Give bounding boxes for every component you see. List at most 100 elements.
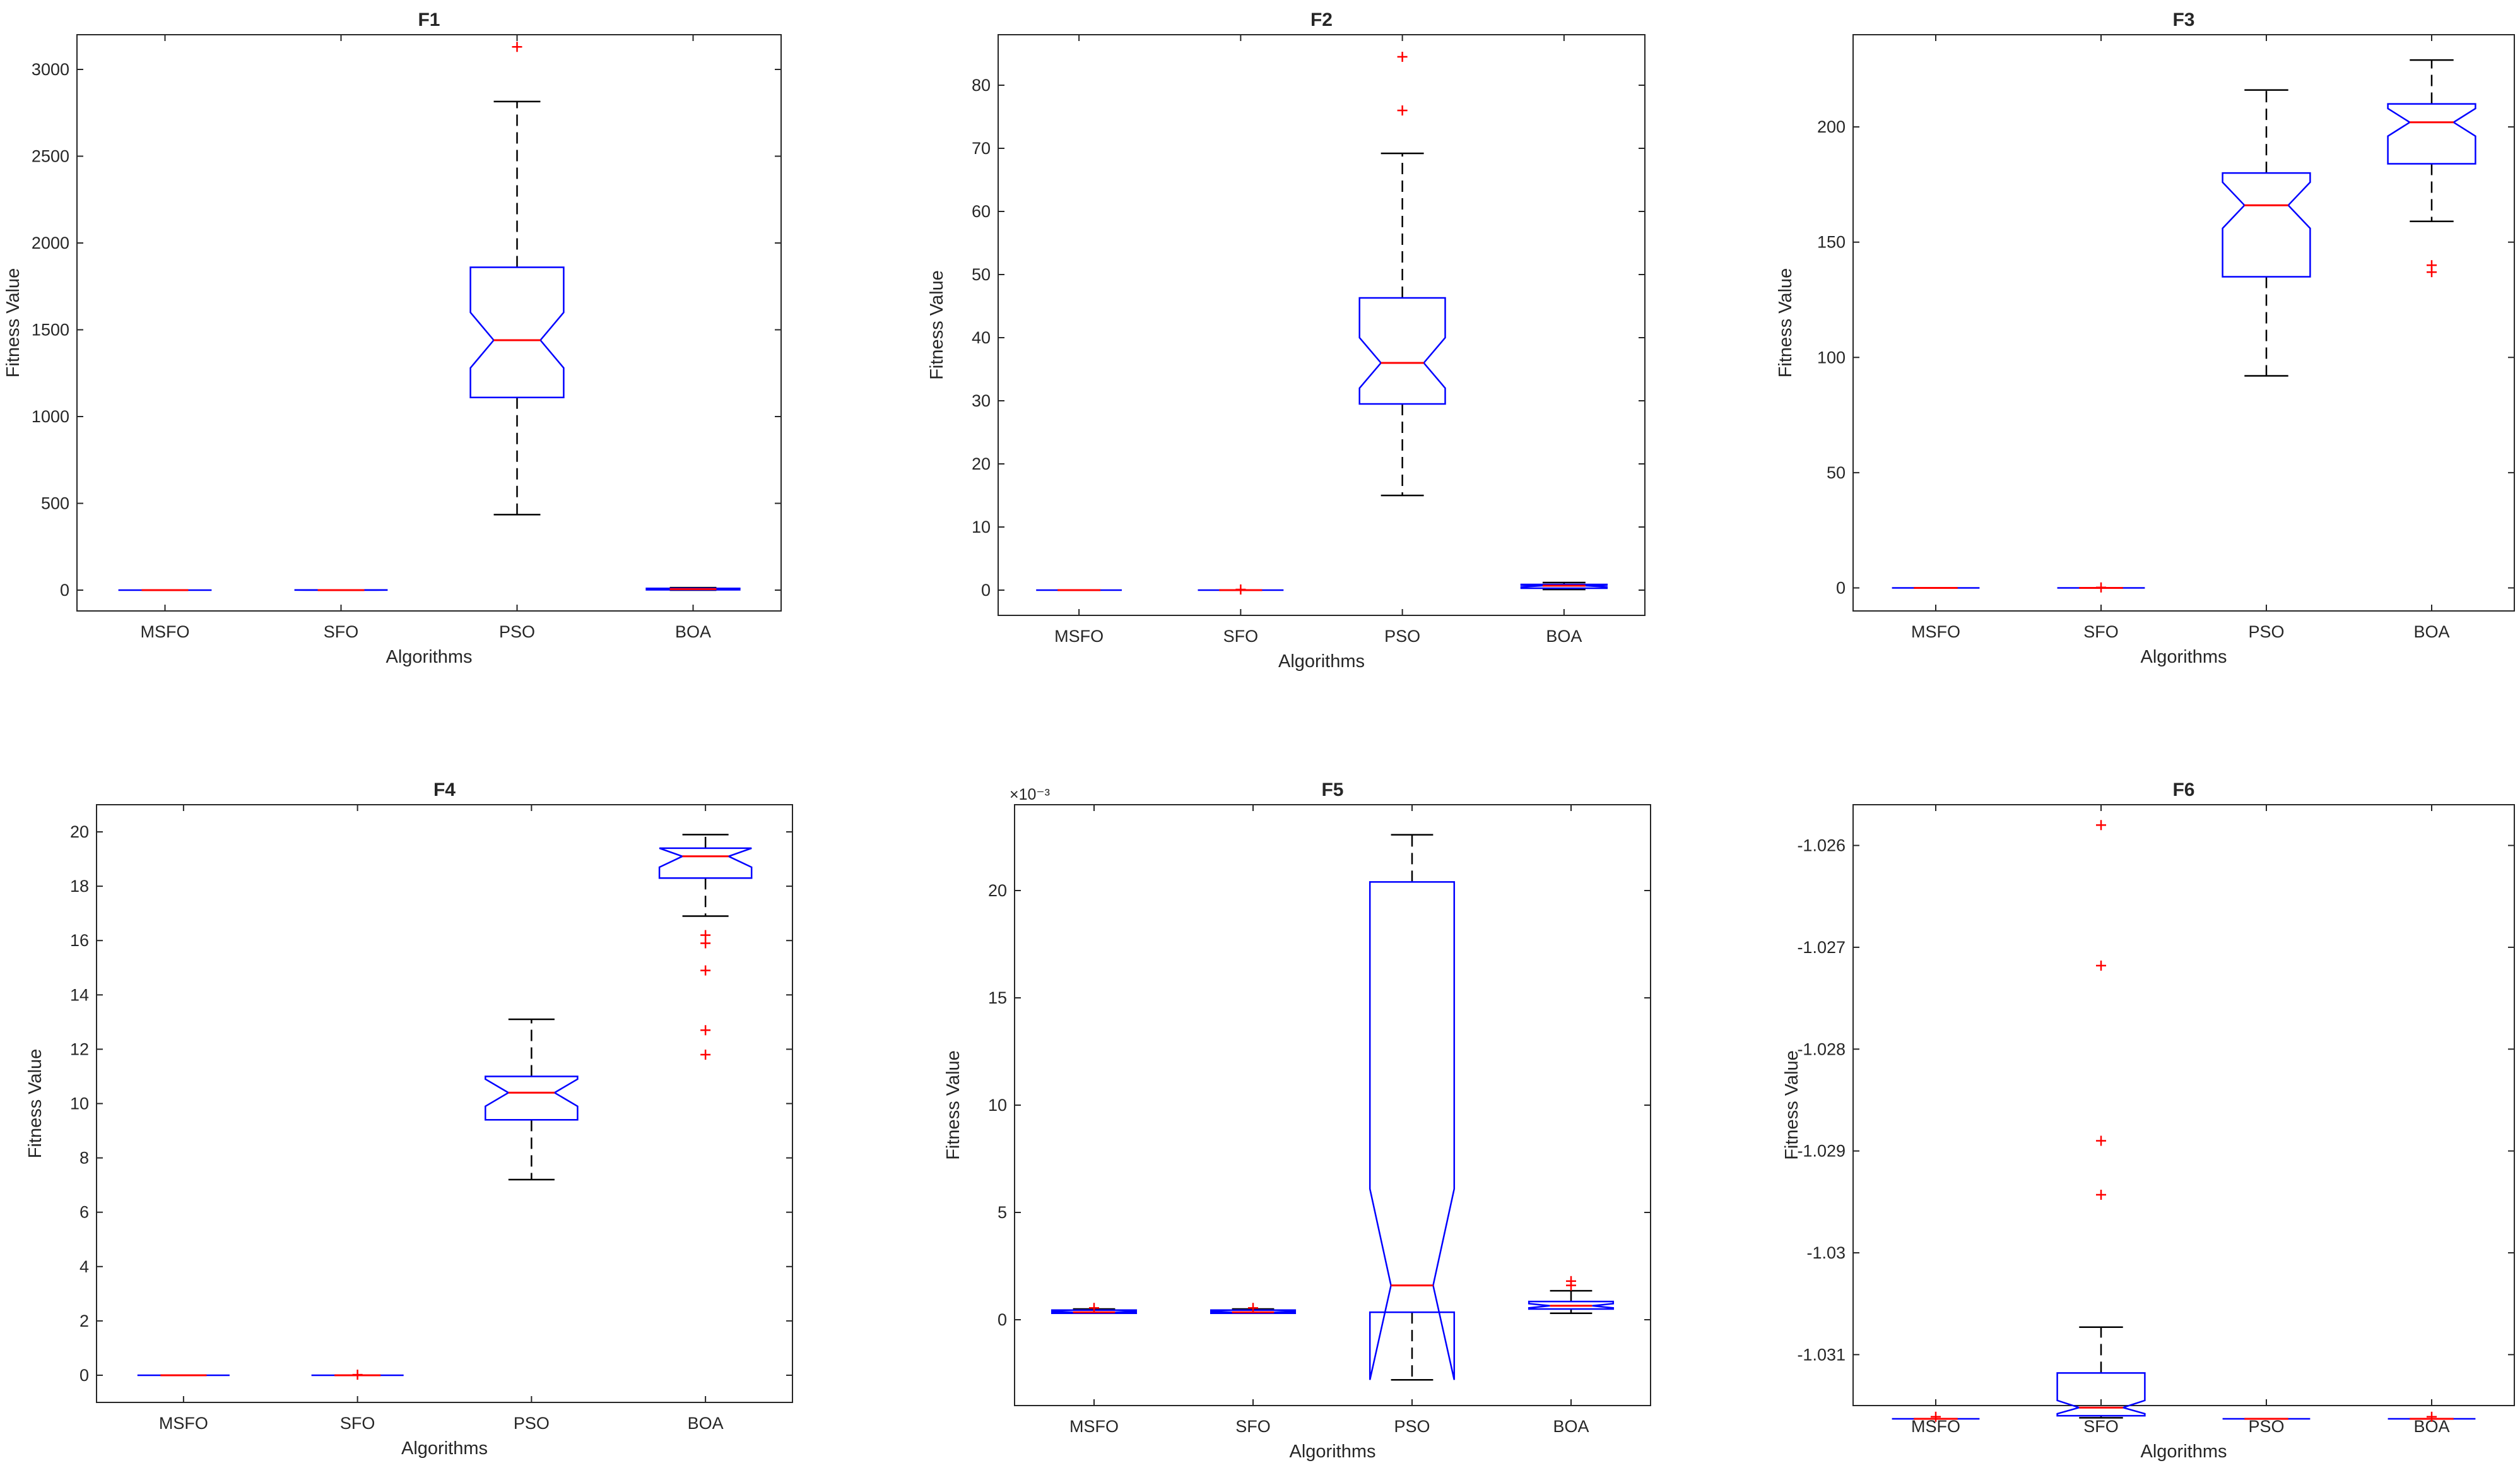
x-tick-label-msfo: MSFO <box>1911 622 1960 641</box>
y-tick-label: 70 <box>972 139 991 158</box>
plot-area <box>76 34 782 612</box>
box-msfo <box>1892 1411 1980 1422</box>
box-msfo <box>1051 1303 1138 1315</box>
outlier-marker <box>700 1050 711 1060</box>
y-tick-label: 10 <box>988 1096 1007 1115</box>
x-tick-label-pso: PSO <box>1384 627 1420 646</box>
outlier-marker <box>700 930 711 940</box>
x-axis-label: Algorithms <box>1278 651 1365 672</box>
box-pso <box>485 1018 579 1181</box>
notched-box <box>1210 1309 1297 1315</box>
notched-box <box>1358 297 1446 405</box>
chart-title: F3 <box>2172 9 2194 30</box>
plot-area <box>1852 804 2515 1406</box>
y-tick-label: 2000 <box>32 234 69 252</box>
y-tick-label: 16 <box>70 931 89 950</box>
notched-box <box>2387 103 2476 165</box>
x-tick-label-pso: PSO <box>514 1414 550 1433</box>
plot-area <box>96 804 793 1403</box>
y-axis-label: Fitness Value <box>1782 1050 1802 1160</box>
x-axis-label: Algorithms <box>386 647 473 667</box>
box-sfo <box>311 1370 404 1380</box>
y-tick-label: 80 <box>972 76 991 95</box>
chart-title: F5 <box>1321 779 1343 800</box>
notched-box <box>645 588 741 591</box>
y-tick-label: 200 <box>1817 117 1846 136</box>
x-tick-label-boa: BOA <box>1553 1417 1589 1436</box>
box-pso <box>469 42 565 516</box>
y-tick-label: -1.031 <box>1797 1345 1846 1364</box>
y-tick-label: 14 <box>70 985 89 1004</box>
y-tick-label: 150 <box>1817 233 1846 252</box>
y-axis-exponent: ×10⁻³ <box>1010 786 1050 803</box>
y-tick-label: 6 <box>79 1203 89 1222</box>
x-tick-label-msfo: MSFO <box>1069 1417 1119 1436</box>
notched-box <box>1520 583 1608 589</box>
y-tick-label: 50 <box>972 265 991 284</box>
outlier-marker <box>2427 260 2437 271</box>
box-boa <box>658 834 753 1060</box>
outlier-marker <box>512 42 522 52</box>
x-tick-label-pso: PSO <box>2248 622 2284 641</box>
y-tick-label: 500 <box>41 494 69 513</box>
box-pso <box>1358 52 1446 497</box>
y-tick-label: -1.026 <box>1797 836 1846 855</box>
y-tick-label: 50 <box>1827 463 1846 482</box>
chart-title: F4 <box>433 779 456 800</box>
y-tick-label: 0 <box>1836 578 1846 597</box>
box-sfo <box>2056 820 2146 1419</box>
y-tick-label: 60 <box>972 202 991 221</box>
box-sfo <box>2057 582 2145 593</box>
box-boa <box>2387 59 2476 278</box>
y-tick-label: 1500 <box>32 321 69 340</box>
outlier-marker <box>2096 820 2106 831</box>
chart-title: F6 <box>2172 779 2194 800</box>
outlier-marker <box>700 965 711 976</box>
y-tick-label: 15 <box>988 988 1007 1007</box>
y-tick-label: 30 <box>972 391 991 410</box>
outlier-marker <box>2427 1411 2437 1422</box>
x-tick-label-sfo: SFO <box>2083 622 2119 641</box>
x-axis-label: Algorithms <box>1290 1442 1376 1462</box>
box-boa <box>2388 1411 2476 1422</box>
notched-box <box>485 1075 579 1121</box>
outlier-marker <box>1248 1303 1258 1313</box>
y-tick-label: 0 <box>981 581 991 600</box>
outlier-marker <box>1397 105 1408 116</box>
notched-box <box>1369 881 1456 1380</box>
chart-panel-f4: 0 2 4 6 8 10 12 14 16 18 20 MSFO SFO PSO BOA F4 Algorith… <box>25 779 793 1459</box>
notched-box <box>2056 1372 2146 1417</box>
box-sfo <box>1198 584 1284 595</box>
y-axis-label: Fitness Value <box>943 1050 963 1160</box>
y-tick-label: 20 <box>70 822 89 841</box>
x-tick-label-sfo: SFO <box>340 1414 375 1433</box>
y-tick-label: -1.027 <box>1797 938 1846 957</box>
y-tick-label: 5 <box>998 1203 1007 1222</box>
y-tick-label: 2 <box>79 1312 89 1330</box>
x-tick-label-msfo: MSFO <box>141 622 190 641</box>
chart-title: F2 <box>1310 9 1333 30</box>
plot-area <box>1014 804 1651 1406</box>
chart-title: F1 <box>418 9 440 30</box>
x-axis-label: Algorithms <box>401 1438 488 1459</box>
y-axis-label: Fitness Value <box>1775 268 1796 378</box>
x-tick-label-boa: BOA <box>1546 627 1582 646</box>
box-pso <box>2222 89 2311 377</box>
plot-area <box>1852 34 2515 612</box>
outlier-marker <box>2096 1135 2106 1146</box>
y-axis-label: Fitness Value <box>927 270 947 380</box>
outlier-marker <box>1397 52 1408 62</box>
chart-panel-f3: 0 50 100 150 200 MSFO SFO PSO BOA F3 Algorithms Fit… <box>1775 9 2515 667</box>
y-tick-label: 3000 <box>32 60 69 79</box>
notched-box <box>1051 1309 1138 1315</box>
y-tick-label: 8 <box>79 1149 89 1168</box>
outlier-marker <box>1566 1276 1576 1286</box>
x-tick-label-sfo: SFO <box>324 622 359 641</box>
y-tick-label: -1.03 <box>1806 1243 1846 1262</box>
outlier-marker <box>352 1370 363 1380</box>
x-tick-label-msfo: MSFO <box>1054 627 1104 646</box>
plot-area <box>998 34 1646 616</box>
box-sfo <box>1210 1303 1297 1315</box>
box-boa <box>645 586 741 591</box>
